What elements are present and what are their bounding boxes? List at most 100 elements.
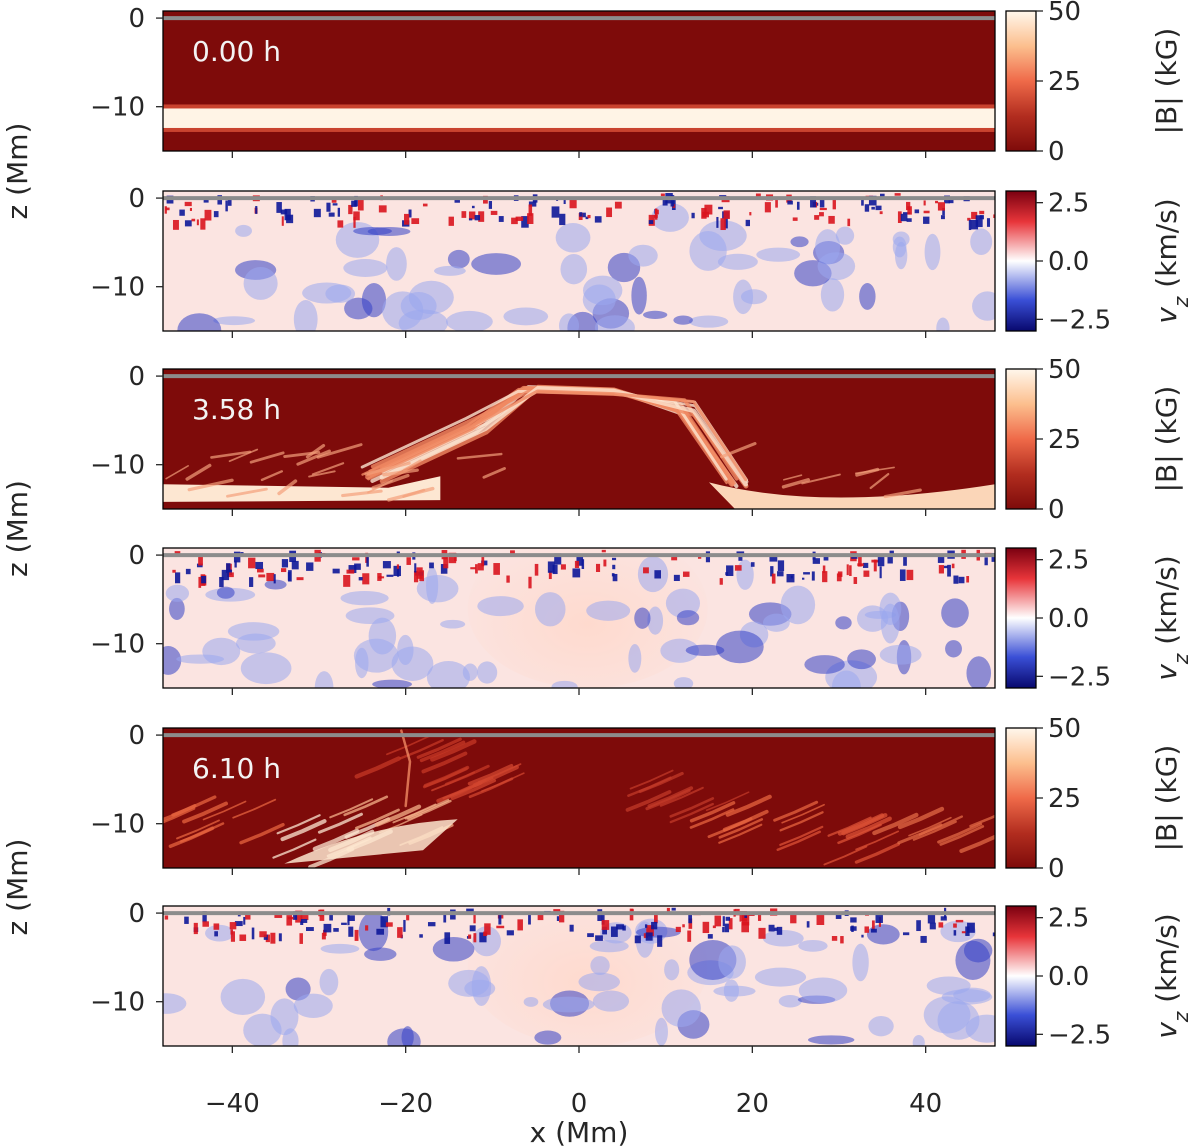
granulation-cell — [419, 934, 423, 938]
granulation-cell — [790, 914, 797, 924]
flux-fragment — [402, 459, 422, 472]
granulation-cell — [473, 933, 477, 943]
flux-fragment — [296, 449, 331, 466]
granulation-cell — [229, 922, 237, 930]
granulation-cell — [270, 932, 276, 944]
granulation-cell — [612, 573, 618, 582]
granulation-cell — [286, 915, 293, 926]
flux-fragment — [869, 472, 890, 490]
downflow-patch — [718, 945, 746, 979]
colorbar-vz — [1005, 905, 1037, 1047]
colorbar-label: |B| (kG) — [1150, 386, 1183, 493]
granulation-cell — [243, 916, 246, 925]
downflow-patch — [542, 996, 595, 1013]
downflow-patch — [551, 680, 578, 688]
flux-fragment — [416, 737, 462, 759]
granulation-cell — [362, 573, 370, 585]
granulation-cell — [258, 574, 266, 578]
granulation-cell — [750, 562, 755, 567]
downflow-patch — [213, 316, 256, 326]
granulation-cell — [646, 925, 654, 937]
flux-fragment — [280, 819, 327, 842]
flux-fragment — [779, 811, 824, 832]
flux-fragment — [912, 820, 957, 841]
granulation-cell — [764, 202, 771, 213]
flux-fragment — [669, 797, 715, 818]
granulation-cell — [385, 922, 393, 927]
flux-fragment — [959, 834, 995, 853]
granulation-cell — [493, 563, 500, 575]
granulation-cell — [469, 925, 476, 932]
flux-fragment — [918, 815, 964, 836]
granulation-cell — [337, 220, 344, 228]
downflow-patch — [820, 278, 845, 312]
granulation-cell — [682, 571, 690, 577]
x-tick-label: −40 — [205, 1089, 260, 1119]
granulation-cell — [191, 218, 196, 222]
downflow-patch — [647, 606, 664, 635]
granulation-cell — [643, 567, 649, 574]
granulation-cell — [831, 936, 838, 941]
downflow-patch — [578, 972, 621, 992]
granulation-cell — [406, 913, 410, 921]
granulation-cell — [414, 563, 417, 573]
flux-fragment — [781, 478, 810, 489]
granulation-cell — [796, 201, 800, 210]
z-tick-label: −10 — [90, 630, 145, 660]
downflow-patch — [945, 640, 962, 658]
downflow-patch — [713, 985, 756, 997]
flux-fragment — [939, 825, 985, 846]
granulation-cell — [907, 206, 912, 215]
granulation-cell — [704, 204, 713, 215]
flux-fragment — [187, 478, 234, 492]
granulation-cell — [172, 219, 179, 230]
granulation-cell — [688, 918, 693, 929]
flux-fragment — [367, 479, 393, 494]
downflow-patch — [733, 279, 754, 315]
granulation-cell — [722, 926, 725, 933]
granulation-cell — [758, 927, 766, 939]
granulation-cell — [528, 204, 533, 216]
flux-fragment — [855, 830, 900, 851]
flux-fragment — [823, 845, 868, 866]
flux-fragment — [783, 474, 803, 481]
downflow-patch — [835, 226, 855, 245]
granulation-cell — [348, 565, 357, 574]
granulation-cell — [248, 557, 256, 569]
granulation-cell — [968, 219, 972, 231]
downflow-patch — [685, 644, 725, 656]
granulation-cell — [403, 919, 406, 932]
granulation-cell — [348, 915, 355, 921]
granulation-cell — [547, 561, 555, 573]
granulation-cell — [961, 931, 966, 934]
granulation-cell — [597, 909, 603, 921]
granulation-cell — [293, 911, 298, 920]
colorbar-label: |B| (kG) — [1150, 28, 1183, 135]
flux-fragment — [232, 798, 277, 819]
granulation-cell — [741, 922, 750, 933]
colorbar-tick-label: 2.5 — [1048, 189, 1089, 219]
flux-fragment — [827, 816, 872, 837]
downflow-patch — [637, 556, 669, 593]
granulation-cell — [319, 909, 325, 921]
x-tick-label: −20 — [378, 1089, 433, 1119]
downflow-patch — [391, 646, 434, 681]
granulation-cell — [769, 554, 778, 562]
granulation-cell — [873, 559, 877, 572]
flux-fragment — [669, 802, 714, 824]
granulation-cell — [328, 212, 335, 217]
granulation-cell — [332, 568, 340, 574]
colorbar-tick-label: −2.5 — [1048, 1020, 1111, 1050]
colorbar-label: vz (km/s) — [1150, 198, 1193, 323]
granulation-cell — [291, 560, 299, 570]
downflow-patch — [319, 968, 339, 996]
granulation-cell — [284, 208, 291, 221]
granulation-cell — [594, 216, 602, 223]
granulation-cell — [397, 927, 403, 938]
granulation-cell — [645, 932, 653, 941]
granulation-cell — [280, 209, 288, 215]
granulation-cell — [468, 218, 473, 221]
granulation-cell — [894, 193, 901, 196]
granulation-cell — [938, 565, 944, 574]
granulation-cell — [470, 567, 476, 570]
